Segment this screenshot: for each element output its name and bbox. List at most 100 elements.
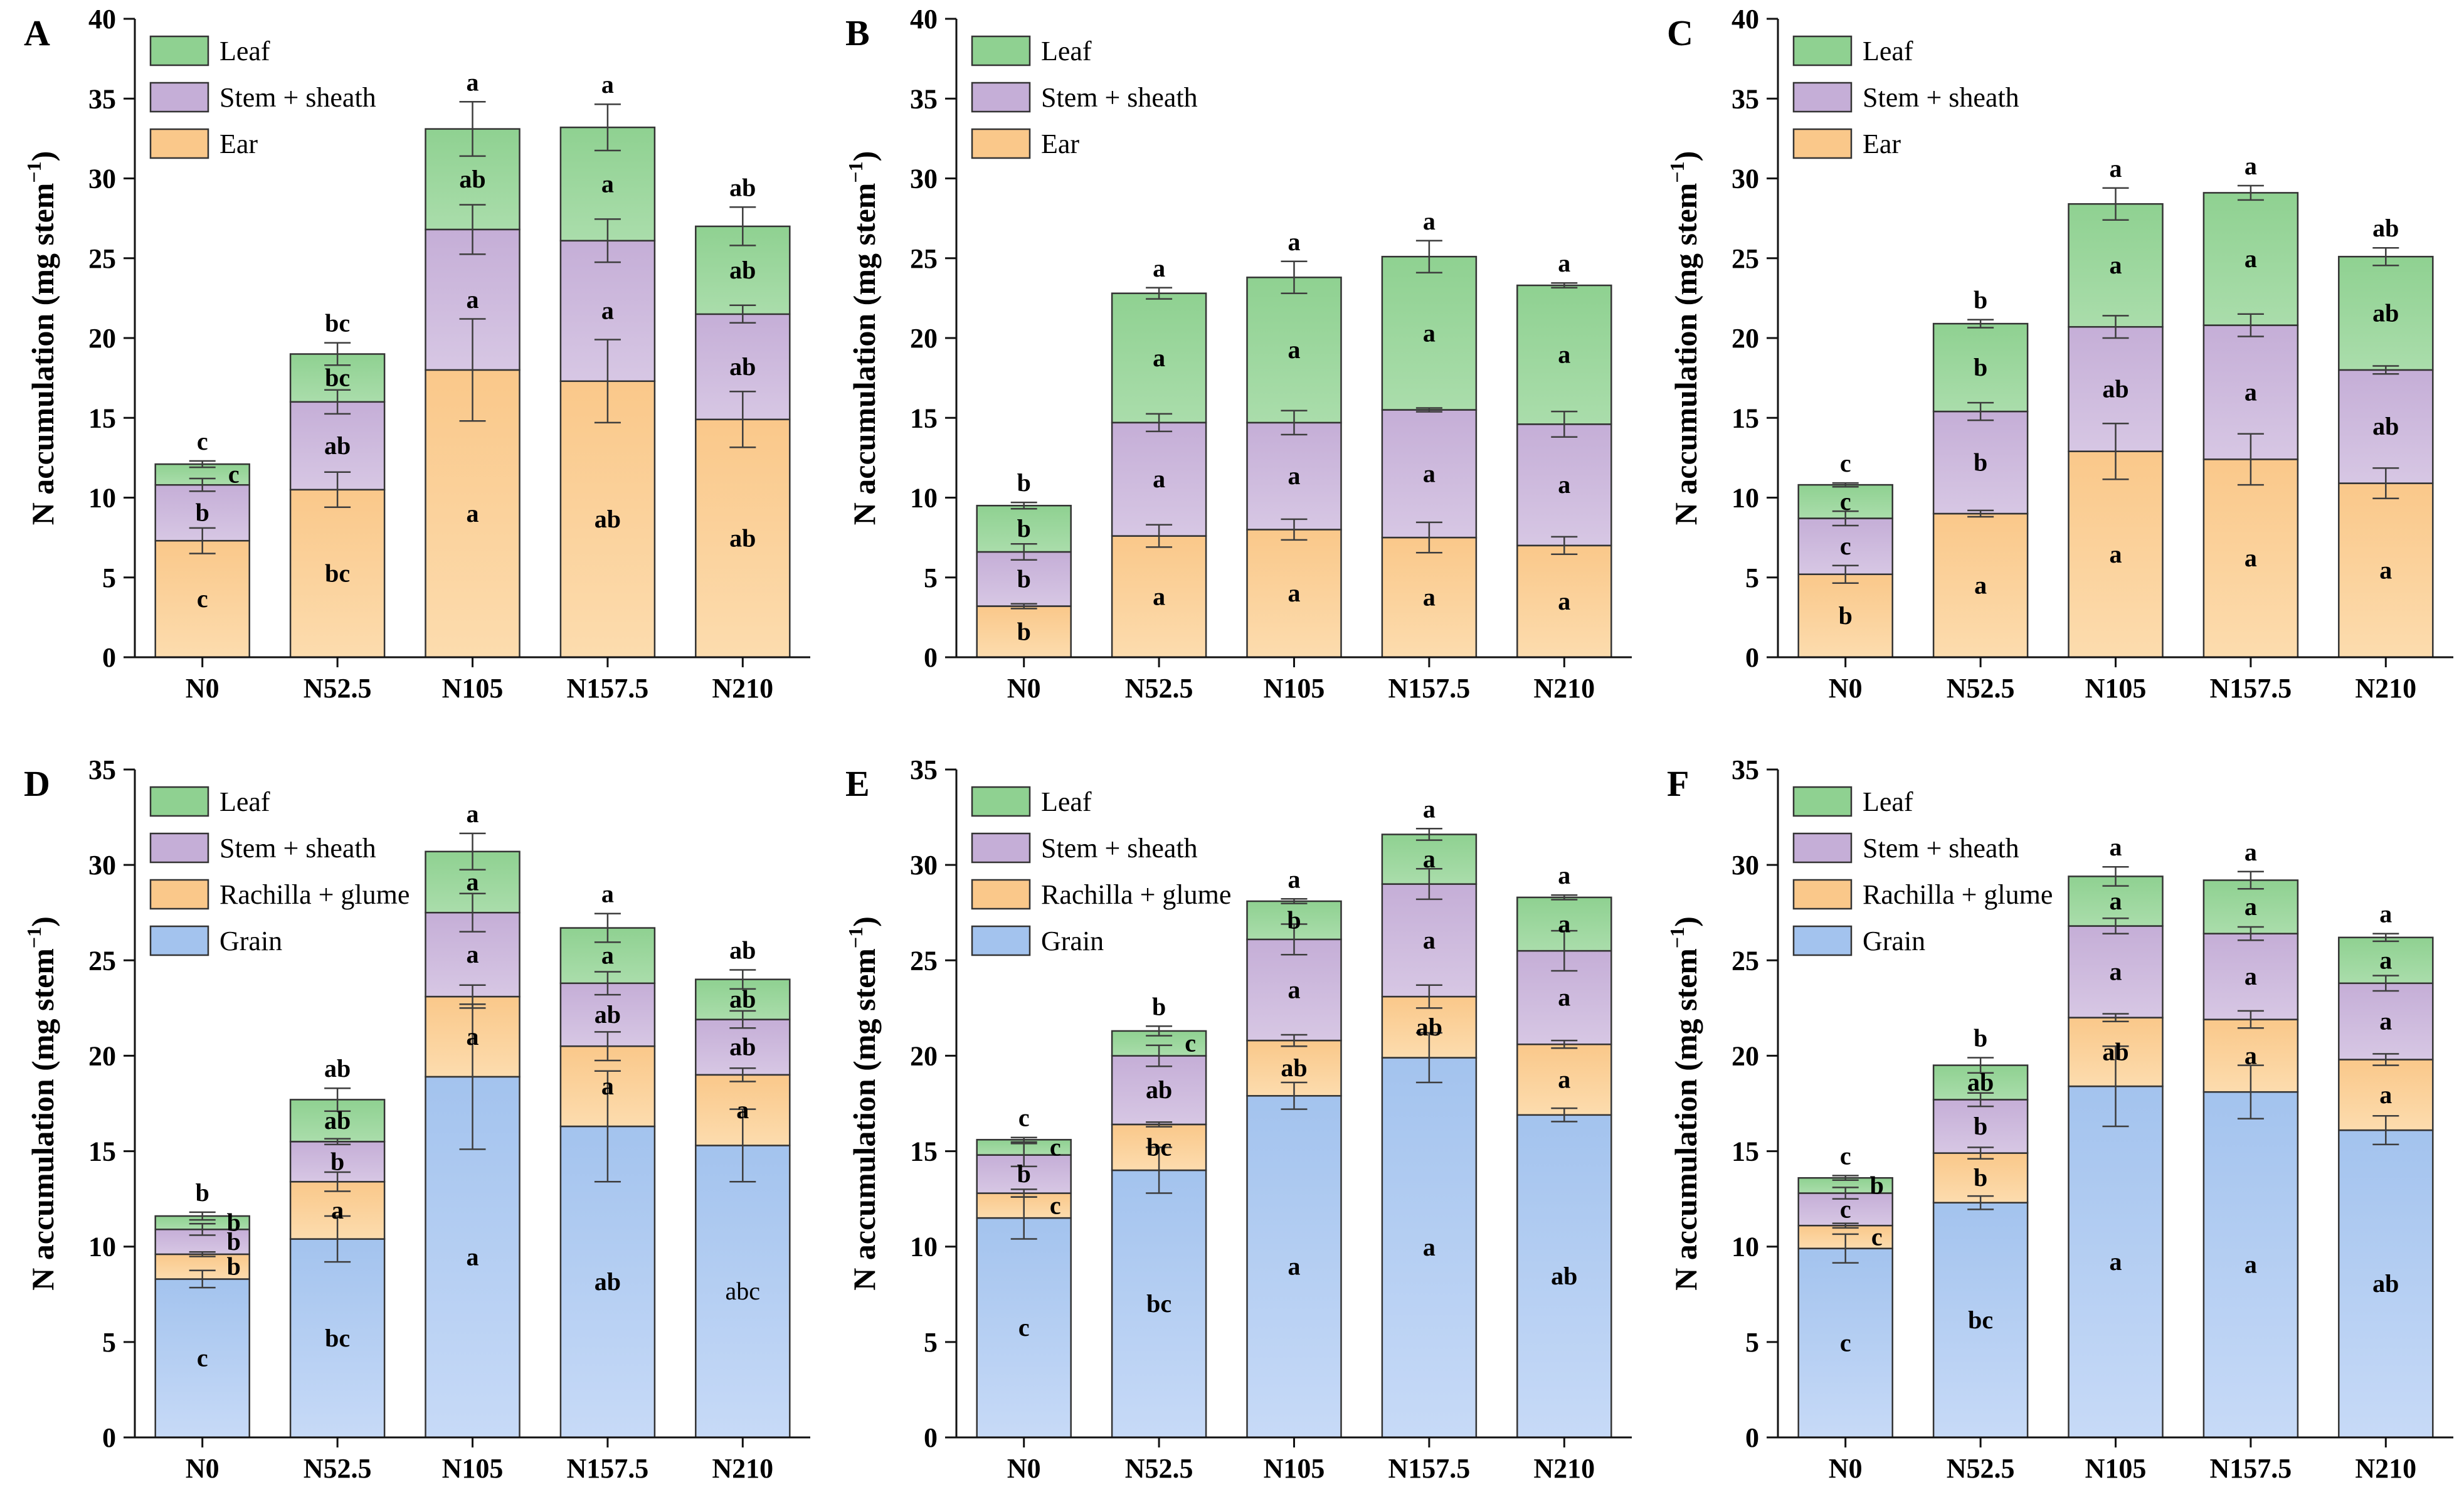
- segment-significance-letter: b: [1974, 353, 1987, 381]
- legend-swatch-Grain: [971, 925, 1031, 956]
- total-significance-letter: a: [1558, 861, 1570, 889]
- segment-significance-letter: a: [1153, 582, 1165, 610]
- segment-significance-letter: a: [601, 1072, 614, 1100]
- segment-significance-letter: a: [2110, 958, 2122, 986]
- bar-segment-Ear: [1246, 529, 1342, 659]
- x-tick-label: N0: [1007, 1453, 1041, 1484]
- panel-A: c b c c bc ab bc bc a a ab a ab a a a ab ab ab ab 0 5 10 15 20 25…: [0, 0, 822, 746]
- segment-significance-letter: ab: [324, 1106, 351, 1135]
- legend-label: Rachilla + glume: [1041, 879, 1231, 910]
- x-tick-label: N105: [1264, 1453, 1325, 1484]
- x-tick-label: N105: [442, 673, 504, 704]
- error-bar: [1281, 898, 1308, 904]
- legend-swatch-Rachilla + glume: [1792, 879, 1853, 910]
- legend-swatch-Leaf: [971, 786, 1031, 817]
- segment-significance-letter: b: [227, 1227, 241, 1256]
- y-tick-label: 30: [88, 850, 116, 881]
- legend-swatch-Stem + sheath: [971, 82, 1031, 113]
- segment-significance-letter: ab: [2372, 1269, 2399, 1298]
- total-significance-letter: a: [2379, 900, 2392, 928]
- bar-segment-Ear: [1932, 512, 2029, 659]
- segment-significance-letter: a: [1288, 579, 1301, 607]
- segment-significance-letter: ab: [2372, 299, 2399, 327]
- chart-svg-panel-D: cbbbbbcabababaaaaaabaabaaabcaababab05101…: [23, 754, 810, 1484]
- error-bar: [189, 1269, 216, 1289]
- segment-significance-letter: c: [1050, 1133, 1061, 1161]
- error-bar: [1146, 1121, 1173, 1128]
- y-tick-label: 15: [88, 1136, 116, 1167]
- y-tick-label: 0: [1745, 1422, 1759, 1453]
- y-tick-label: 35: [910, 83, 938, 114]
- legend-swatch-Grain: [1792, 925, 1853, 956]
- y-tick-label: 40: [1732, 4, 1759, 34]
- segment-significance-letter: a: [1558, 1066, 1570, 1094]
- segment-significance-letter: a: [2245, 245, 2257, 273]
- error-bar: [1281, 260, 1308, 294]
- x-tick-label: N210: [2355, 673, 2416, 704]
- total-significance-letter: a: [1423, 207, 1436, 235]
- legend-label: Leaf: [1041, 36, 1092, 66]
- segment-significance-letter: b: [1287, 906, 1301, 934]
- segment-significance-letter: c: [1185, 1029, 1196, 1057]
- y-tick-label: 0: [1745, 642, 1759, 673]
- error-bar: [2372, 1053, 2399, 1066]
- error-bar: [1832, 1222, 1859, 1229]
- error-bar: [729, 391, 756, 448]
- y-tick-label: 5: [924, 1327, 938, 1358]
- y-tick-label: 35: [1732, 83, 1759, 114]
- segment-significance-letter: a: [2245, 1251, 2257, 1279]
- segment-significance-letter: bc: [1146, 1133, 1171, 1161]
- error-bar: [324, 1138, 351, 1146]
- segment-significance-letter: a: [601, 297, 614, 325]
- y-tick-label: 40: [88, 4, 116, 34]
- segment-significance-letter: ab: [1967, 1068, 1994, 1096]
- segment-significance-letter: b: [196, 499, 209, 527]
- segment-significance-letter: ab: [2102, 374, 2128, 403]
- bar-segment-Grain: [289, 1238, 386, 1439]
- error-bar: [2102, 918, 2129, 934]
- chart-svg-panel-C: bcccabbbaabaaaaaaaababab0510152025303540…: [1666, 4, 2453, 704]
- error-bar: [1551, 536, 1578, 556]
- error-bar: [2102, 1013, 2129, 1022]
- error-bar: [1146, 287, 1173, 300]
- legend-swatch-Stem + sheath: [971, 832, 1031, 864]
- error-bar: [459, 892, 486, 933]
- panel-D: c b b b b bc a b ab ab a a a a a ab a ab a a abc a ab ab ab 0 5 10 1…: [0, 746, 822, 1497]
- bar-segment-Stem + sheath: [1246, 421, 1342, 531]
- error-bar: [459, 204, 486, 255]
- panel-letter: C: [1667, 13, 1693, 53]
- x-tick-label: N210: [1533, 673, 1595, 704]
- y-tick-label: 40: [910, 4, 938, 34]
- total-significance-letter: a: [467, 800, 479, 828]
- x-tick-label: N0: [1829, 673, 1863, 704]
- error-bar: [1967, 1092, 1994, 1108]
- total-significance-letter: ab: [324, 1054, 351, 1082]
- total-significance-letter: ab: [729, 173, 756, 201]
- segment-significance-letter: a: [2245, 962, 2257, 990]
- segment-significance-letter: c: [1050, 1191, 1061, 1219]
- segment-significance-letter: a: [467, 1022, 479, 1050]
- segment-significance-letter: c: [197, 585, 208, 613]
- legend-swatch-Leaf: [1792, 35, 1853, 66]
- x-tick-label: N105: [442, 1453, 504, 1484]
- segment-significance-letter: ab: [2372, 412, 2399, 440]
- segment-significance-letter: ab: [595, 1267, 621, 1296]
- segment-significance-letter: a: [1423, 319, 1436, 347]
- bar-segment-Grain: [2202, 1091, 2299, 1439]
- error-bar: [1832, 1187, 1859, 1200]
- total-significance-letter: a: [601, 70, 614, 98]
- y-axis-title: N accumulation (mg stem−1): [844, 151, 882, 526]
- y-tick-label: 20: [910, 323, 938, 354]
- segment-significance-letter: bc: [1146, 1289, 1171, 1318]
- segment-significance-letter: ab: [1416, 1013, 1442, 1041]
- error-bar: [2372, 933, 2399, 943]
- y-tick-label: 20: [88, 1040, 116, 1071]
- error-bar: [594, 1031, 621, 1062]
- segment-significance-letter: a: [467, 868, 479, 896]
- segment-significance-letter: a: [467, 499, 479, 527]
- error-bar: [2237, 184, 2264, 201]
- legend-label: Grain: [1041, 926, 1104, 956]
- legend-label: Leaf: [1863, 36, 1913, 66]
- x-tick-label: N52.5: [1125, 673, 1193, 704]
- error-bar: [459, 101, 486, 157]
